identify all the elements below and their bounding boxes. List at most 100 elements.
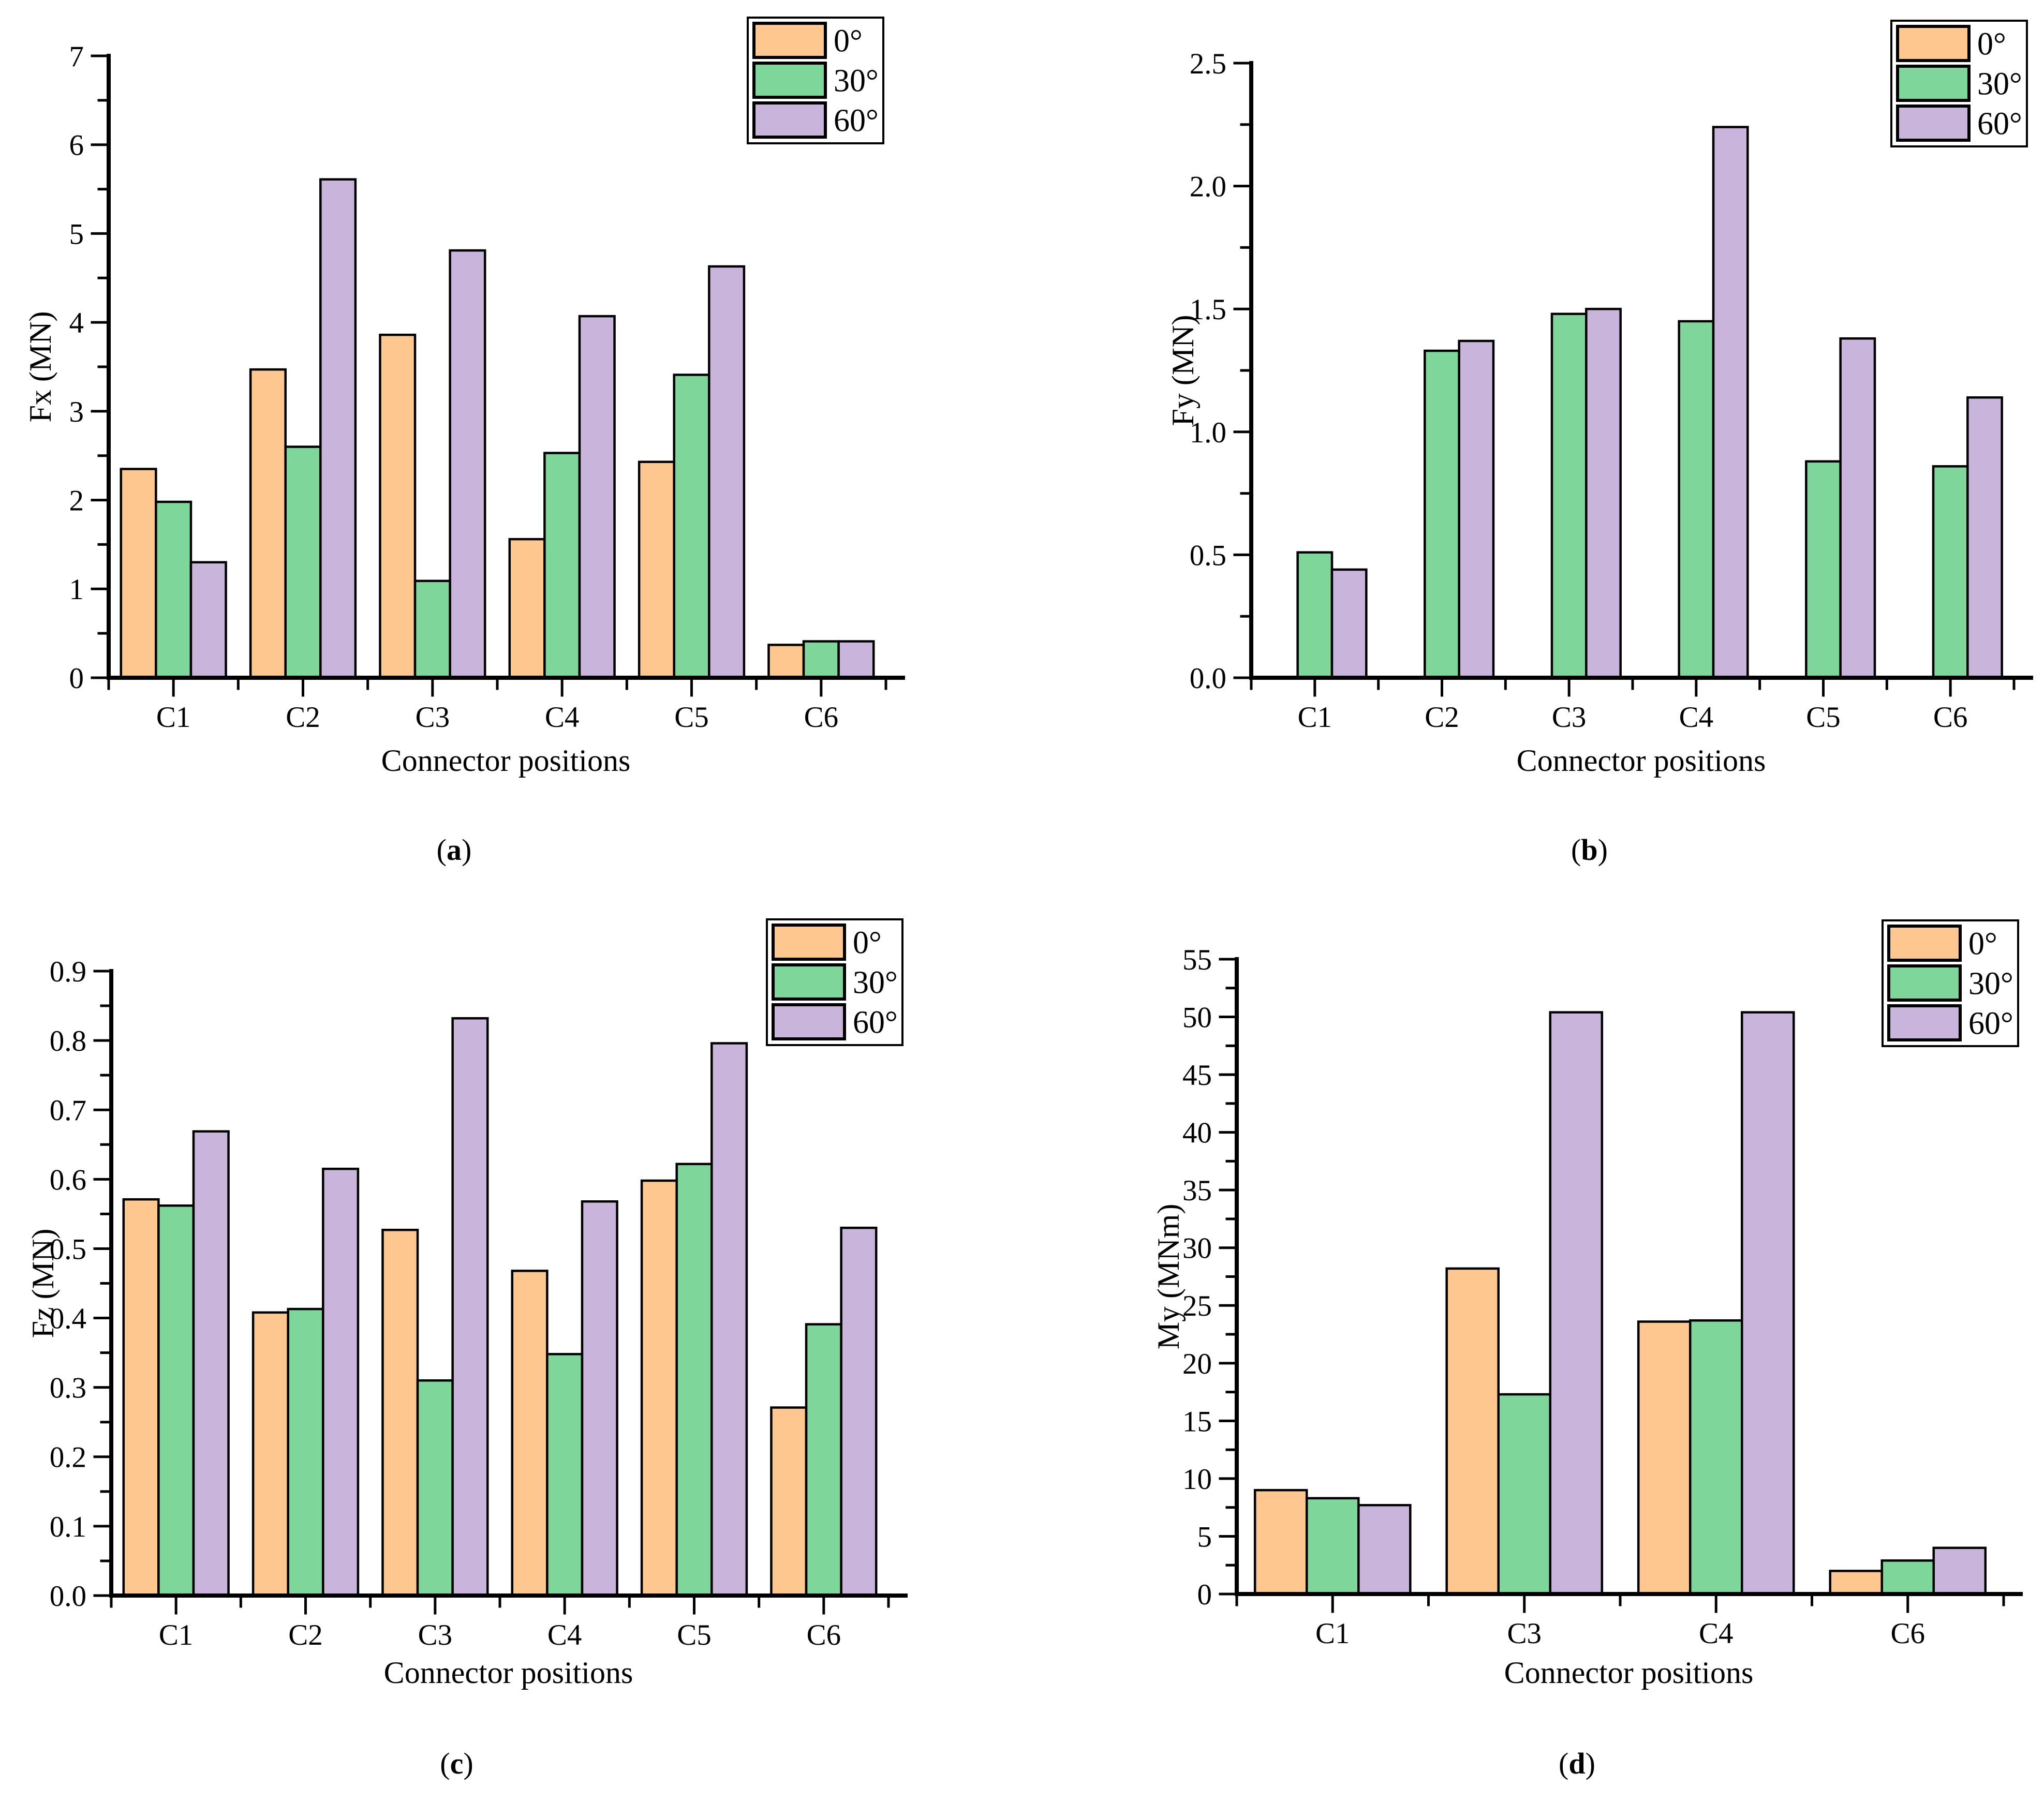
bar-60°-C6 xyxy=(1932,1546,1987,1596)
x-category-label: C6 xyxy=(807,1619,841,1651)
panel-cell-a: 0 1 2 3 4 5 6 7 C1 C2 C3 C4 C5 C6 Fx (MN) Connector pos… xyxy=(0,0,1022,901)
y-tick-label: 4 xyxy=(69,307,84,339)
legend-swatch-0° xyxy=(1896,25,1971,62)
y-tick-label: 0.4 xyxy=(50,1303,86,1335)
y-tick-label: 1.5 xyxy=(1190,293,1226,326)
bar-30°-C5 xyxy=(673,374,710,679)
bar-60°-C3 xyxy=(1585,307,1622,679)
y-tick-label: 2.5 xyxy=(1190,48,1226,80)
bars-group xyxy=(120,178,875,679)
bar-0°-C3 xyxy=(379,333,417,679)
x-category-label: C5 xyxy=(677,1619,712,1651)
bar-60°-C4 xyxy=(1741,1011,1795,1596)
bar-30°-C2 xyxy=(1424,349,1460,679)
x-category-label: C4 xyxy=(547,1619,582,1651)
y-tick-label: 0.6 xyxy=(50,1164,86,1196)
bar-60°-C6 xyxy=(837,640,875,679)
y-tick-label: 0.3 xyxy=(50,1372,86,1405)
bar-60°-C1 xyxy=(192,1130,230,1597)
panel-caption-a: (a) xyxy=(437,833,472,867)
x-category-label: C1 xyxy=(1298,701,1332,734)
bar-60°-C5 xyxy=(710,1042,748,1597)
bar-30°-C1 xyxy=(157,1204,195,1597)
y-tick-label: 30 xyxy=(1182,1232,1212,1265)
bar-30°-C3 xyxy=(1497,1393,1552,1596)
x-category-label: C6 xyxy=(804,701,839,734)
bar-0°-C6 xyxy=(1829,1570,1883,1596)
y-tick-label: 1 xyxy=(69,573,84,606)
bar-60°-C4 xyxy=(1712,126,1749,679)
bar-60°-C4 xyxy=(578,315,616,679)
y-tick-label: 25 xyxy=(1182,1290,1212,1322)
y-tick-label: 6 xyxy=(69,129,84,162)
x-axis-title: Connector positions xyxy=(381,743,631,778)
bar-60°-C2 xyxy=(322,1167,360,1597)
bar-30°-C6 xyxy=(1932,465,1969,679)
x-category-label: C1 xyxy=(1315,1617,1350,1650)
y-tick-label: 2 xyxy=(69,485,84,517)
x-category-label: C3 xyxy=(416,701,450,734)
y-tick-label: 50 xyxy=(1182,1001,1212,1034)
bar-60°-C5 xyxy=(1839,337,1876,679)
legend-label-60°: 60° xyxy=(1968,1006,2013,1041)
panel-cell-c: 0.0 0.1 0.2 0.3 0.4 0.5 0.6 0.7 0.8 0.9 C1 C2 C3 C4 C5… xyxy=(0,901,1022,1802)
bar-30°-C6 xyxy=(802,640,840,679)
bar-30°-C1 xyxy=(155,500,192,679)
legend: 0° 30° 60° xyxy=(1882,919,2019,1047)
x-category-label: C5 xyxy=(1806,701,1841,734)
x-category-label: C2 xyxy=(288,1619,323,1651)
bar-0°-C6 xyxy=(767,644,805,679)
bar-0°-C2 xyxy=(251,1311,289,1597)
y-tick-label: 0.2 xyxy=(50,1441,86,1474)
y-tick-label: 0.5 xyxy=(1190,539,1226,572)
y-tick-label: 0 xyxy=(1197,1578,1212,1611)
chart-panel-c: 0.0 0.1 0.2 0.3 0.4 0.5 0.6 0.7 0.8 0.9 C1 C2 C3 C4 C5… xyxy=(26,918,908,1780)
panel-caption-d: (d) xyxy=(1559,1747,1595,1780)
chart-root-c: 0.0 0.1 0.2 0.3 0.4 0.5 0.6 0.7 0.8 0.9 C1 C2 C3 C4 C5… xyxy=(26,918,908,1780)
y-axis-title: Fx (MN) xyxy=(23,311,57,422)
bar-30°-C6 xyxy=(805,1323,842,1597)
bar-0°-C3 xyxy=(381,1228,419,1597)
bar-0°-C6 xyxy=(770,1406,808,1597)
bar-30°-C2 xyxy=(284,445,322,679)
x-axis-title: Connector positions xyxy=(1517,743,1766,778)
y-tick-label: 0.7 xyxy=(50,1094,86,1127)
legend-swatch-30° xyxy=(752,62,827,99)
legend-label-0°: 0° xyxy=(1977,27,2006,62)
bars-group xyxy=(1296,126,2003,679)
y-tick-label: 2.0 xyxy=(1190,171,1226,203)
x-category-label: C2 xyxy=(286,701,320,734)
y-tick-label: 20 xyxy=(1182,1348,1212,1380)
y-tick-label: 0.1 xyxy=(50,1511,86,1543)
x-category-label: C5 xyxy=(674,701,709,734)
bar-60°-C1 xyxy=(1357,1503,1412,1596)
x-axis-title: Connector positions xyxy=(1504,1656,1754,1690)
bar-60°-C5 xyxy=(708,265,746,679)
x-category-label: C1 xyxy=(159,1619,194,1651)
bar-0°-C4 xyxy=(511,1270,549,1597)
legend: 0° 30° 60° xyxy=(766,918,903,1046)
legend: 0° 30° 60° xyxy=(1890,20,2028,147)
panel-cell-d: 0 5 10 15 20 25 30 35 40 45 50 55 C1 C3 C4 C6 My (MNm) Co… xyxy=(1022,901,2044,1802)
legend-label-0°: 0° xyxy=(853,926,882,961)
legend-label-30°: 30° xyxy=(834,64,879,99)
bar-0°-C1 xyxy=(1253,1488,1308,1596)
legend-swatch-30° xyxy=(1887,964,1962,1002)
bar-60°-C2 xyxy=(319,178,357,679)
y-axis-title: Fz (MN) xyxy=(26,1229,60,1338)
bar-60°-C6 xyxy=(1966,396,2003,679)
bars-group xyxy=(1253,1011,1987,1596)
y-tick-label: 0.5 xyxy=(50,1233,86,1265)
legend-label-60°: 60° xyxy=(1977,107,2022,142)
chart-root-b: 0.0 0.5 1.0 1.5 2.0 2.5 C1 C2 C3 C4 C5 C6 Fy (MN) Con… xyxy=(1166,20,2033,867)
bar-0°-C3 xyxy=(1445,1267,1500,1596)
bar-30°-C5 xyxy=(675,1163,713,1597)
y-tick-label: 0.0 xyxy=(1190,662,1226,695)
bar-30°-C3 xyxy=(1550,312,1588,679)
y-axis-title: My (MNm) xyxy=(1151,1204,1186,1350)
y-tick-label: 0 xyxy=(69,662,84,695)
bar-0°-C5 xyxy=(640,1179,678,1597)
bar-30°-C4 xyxy=(1678,320,1715,679)
chart-panel-a: 0 1 2 3 4 5 6 7 C1 C2 C3 C4 C5 C6 Fx (MN) Connector pos… xyxy=(23,17,905,867)
legend-label-60°: 60° xyxy=(853,1005,898,1040)
